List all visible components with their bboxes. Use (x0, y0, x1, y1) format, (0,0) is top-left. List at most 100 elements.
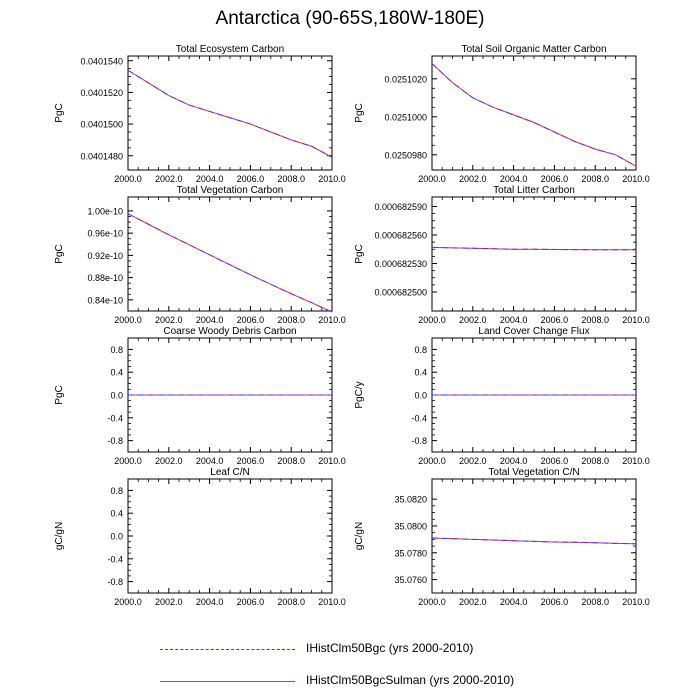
chart-panel-total-ecosystem-carbon: Total Ecosystem Carbon PgC 2000.0 2002.0 200… (54, 44, 346, 184)
x-tick-label: 2000.0 (418, 174, 446, 184)
x-tick-label: 2008.0 (581, 456, 609, 466)
y-tick-label: -0.4 (411, 413, 427, 423)
series-line-bgc (127, 213, 333, 313)
y-axis-label: PgC (54, 385, 65, 404)
x-tick-label: 2000.0 (418, 456, 446, 466)
series-line-sulman (431, 63, 637, 167)
x-tick-label: 2004.0 (500, 174, 528, 184)
panel-title: Total Ecosystem Carbon (176, 44, 284, 55)
series-line-sulman (127, 213, 333, 313)
legend-label-sulman: IHistClm50BgcSulman (yrs 2000-2010) (306, 673, 515, 687)
x-tick-label: 2002.0 (155, 456, 183, 466)
series-line-bgc (431, 537, 637, 545)
y-tick-label: -0.4 (107, 413, 123, 423)
y-tick-label: 0.4 (110, 368, 123, 378)
x-tick-label: 2008.0 (277, 315, 305, 325)
y-tick-label: 0.88e-10 (87, 273, 123, 283)
plot-frame (127, 196, 333, 312)
x-tick-label: 2000.0 (114, 597, 142, 607)
series-line-sulman (127, 69, 333, 158)
y-axis-label: PgC (354, 103, 365, 122)
chart-panel-total-soil-organic-matter-carbon: Total Soil Organic Matter Carbon PgC 2000.… (354, 44, 650, 184)
y-tick-label: 0.0401500 (80, 120, 123, 130)
y-tick-label: 0.0 (110, 532, 123, 542)
panel-title: Total Vegetation Carbon (177, 185, 284, 196)
legend-label-bgc: IHistClm50Bgc (yrs 2000-2010) (306, 641, 474, 655)
y-axis-label: PgC/y (354, 381, 365, 408)
panel-title: Leaf C/N (210, 467, 249, 478)
y-tick-label: -0.8 (411, 436, 427, 446)
x-tick-label: 2008.0 (581, 174, 609, 184)
y-tick-label: 0.4 (110, 509, 123, 519)
x-tick-label: 2008.0 (277, 597, 305, 607)
x-tick-label: 2002.0 (155, 597, 183, 607)
legend-swatch-solid (160, 681, 295, 682)
x-tick-label: 2002.0 (459, 597, 487, 607)
series-line-bgc (431, 246, 636, 251)
x-tick-label: 2010.0 (318, 456, 346, 466)
y-tick-label: 0.0251020 (384, 74, 427, 84)
x-tick-label: 2000.0 (418, 597, 446, 607)
x-tick-label: 2002.0 (459, 174, 487, 184)
y-tick-label: 0.4 (414, 368, 427, 378)
y-axis-label: PgC (354, 244, 365, 263)
plot-frame (127, 478, 333, 594)
figure-title: Antarctica (90-65S,180W-180E) (215, 8, 485, 29)
y-tick-label: 0.8 (110, 345, 123, 355)
x-tick-label: 2004.0 (196, 597, 224, 607)
y-axis-label: PgC (54, 244, 65, 263)
y-tick-label: 0.0401480 (80, 151, 123, 161)
series-line-bgc (127, 69, 333, 158)
y-tick-label: 0.000682590 (374, 202, 427, 212)
y-axis-label: PgC (54, 103, 65, 122)
x-tick-label: 2002.0 (155, 315, 183, 325)
x-tick-label: 2000.0 (418, 315, 446, 325)
y-tick-label: 0.0 (414, 391, 427, 401)
x-tick-label: 2008.0 (581, 597, 609, 607)
panel-title: Coarse Woody Debris Carbon (163, 326, 296, 337)
chart-panel-total-vegetation-c-n: Total Vegetation C/N gC/gN 2000.0 2002.0 200… (354, 467, 650, 607)
y-tick-label: 35.0760 (394, 575, 427, 585)
panel-title: Land Cover Change Flux (478, 326, 589, 337)
y-tick-label: 35.0780 (394, 548, 427, 558)
y-tick-label: 35.0800 (394, 521, 427, 531)
x-tick-label: 2006.0 (237, 597, 265, 607)
y-tick-label: 0.0 (110, 391, 123, 401)
x-tick-label: 2004.0 (196, 456, 224, 466)
x-tick-label: 2006.0 (237, 456, 265, 466)
y-tick-label: 0.0250980 (384, 150, 427, 160)
x-tick-label: 2006.0 (237, 174, 265, 184)
y-tick-label: -0.4 (107, 554, 123, 564)
panel-title: Total Litter Carbon (493, 185, 575, 196)
x-tick-label: 2004.0 (500, 315, 528, 325)
plot-frame (431, 55, 637, 171)
chart-panel-total-vegetation-carbon: Total Vegetation Carbon PgC 2000.0 2002.0 20… (54, 185, 346, 325)
x-tick-label: 2010.0 (318, 174, 346, 184)
plot-frame (127, 55, 333, 171)
x-tick-label: 2002.0 (459, 456, 487, 466)
y-tick-label: 0.92e-10 (87, 251, 123, 261)
x-tick-label: 2008.0 (277, 456, 305, 466)
y-tick-label: 0.0251000 (384, 112, 427, 122)
x-tick-label: 2004.0 (196, 315, 224, 325)
y-axis-label: gC/gN (354, 522, 365, 550)
chart-panel-total-litter-carbon: Total Litter Carbon PgC 2000.0 2002.0 2004.0… (354, 185, 650, 325)
y-tick-label: 0.84e-10 (87, 295, 123, 305)
x-tick-label: 2004.0 (500, 597, 528, 607)
x-tick-label: 2000.0 (114, 456, 142, 466)
plot-frame (431, 196, 637, 312)
x-tick-label: 2010.0 (318, 597, 346, 607)
y-tick-label: 35.0820 (394, 495, 427, 505)
chart-panel-land-cover-change-flux: Land Cover Change Flux PgC/y 2000.0 2002.0 2… (354, 326, 650, 466)
y-tick-label: 0.0401520 (80, 88, 123, 98)
x-tick-label: 2006.0 (237, 315, 265, 325)
y-tick-label: 0.000682560 (374, 231, 427, 241)
y-tick-label: 0.000682530 (374, 259, 427, 269)
x-tick-label: 2002.0 (459, 315, 487, 325)
y-tick-label: 1.00e-10 (87, 206, 123, 216)
x-tick-label: 2010.0 (318, 315, 346, 325)
x-tick-label: 2010.0 (622, 597, 650, 607)
x-tick-label: 2008.0 (581, 315, 609, 325)
y-tick-label: 0.8 (110, 486, 123, 496)
